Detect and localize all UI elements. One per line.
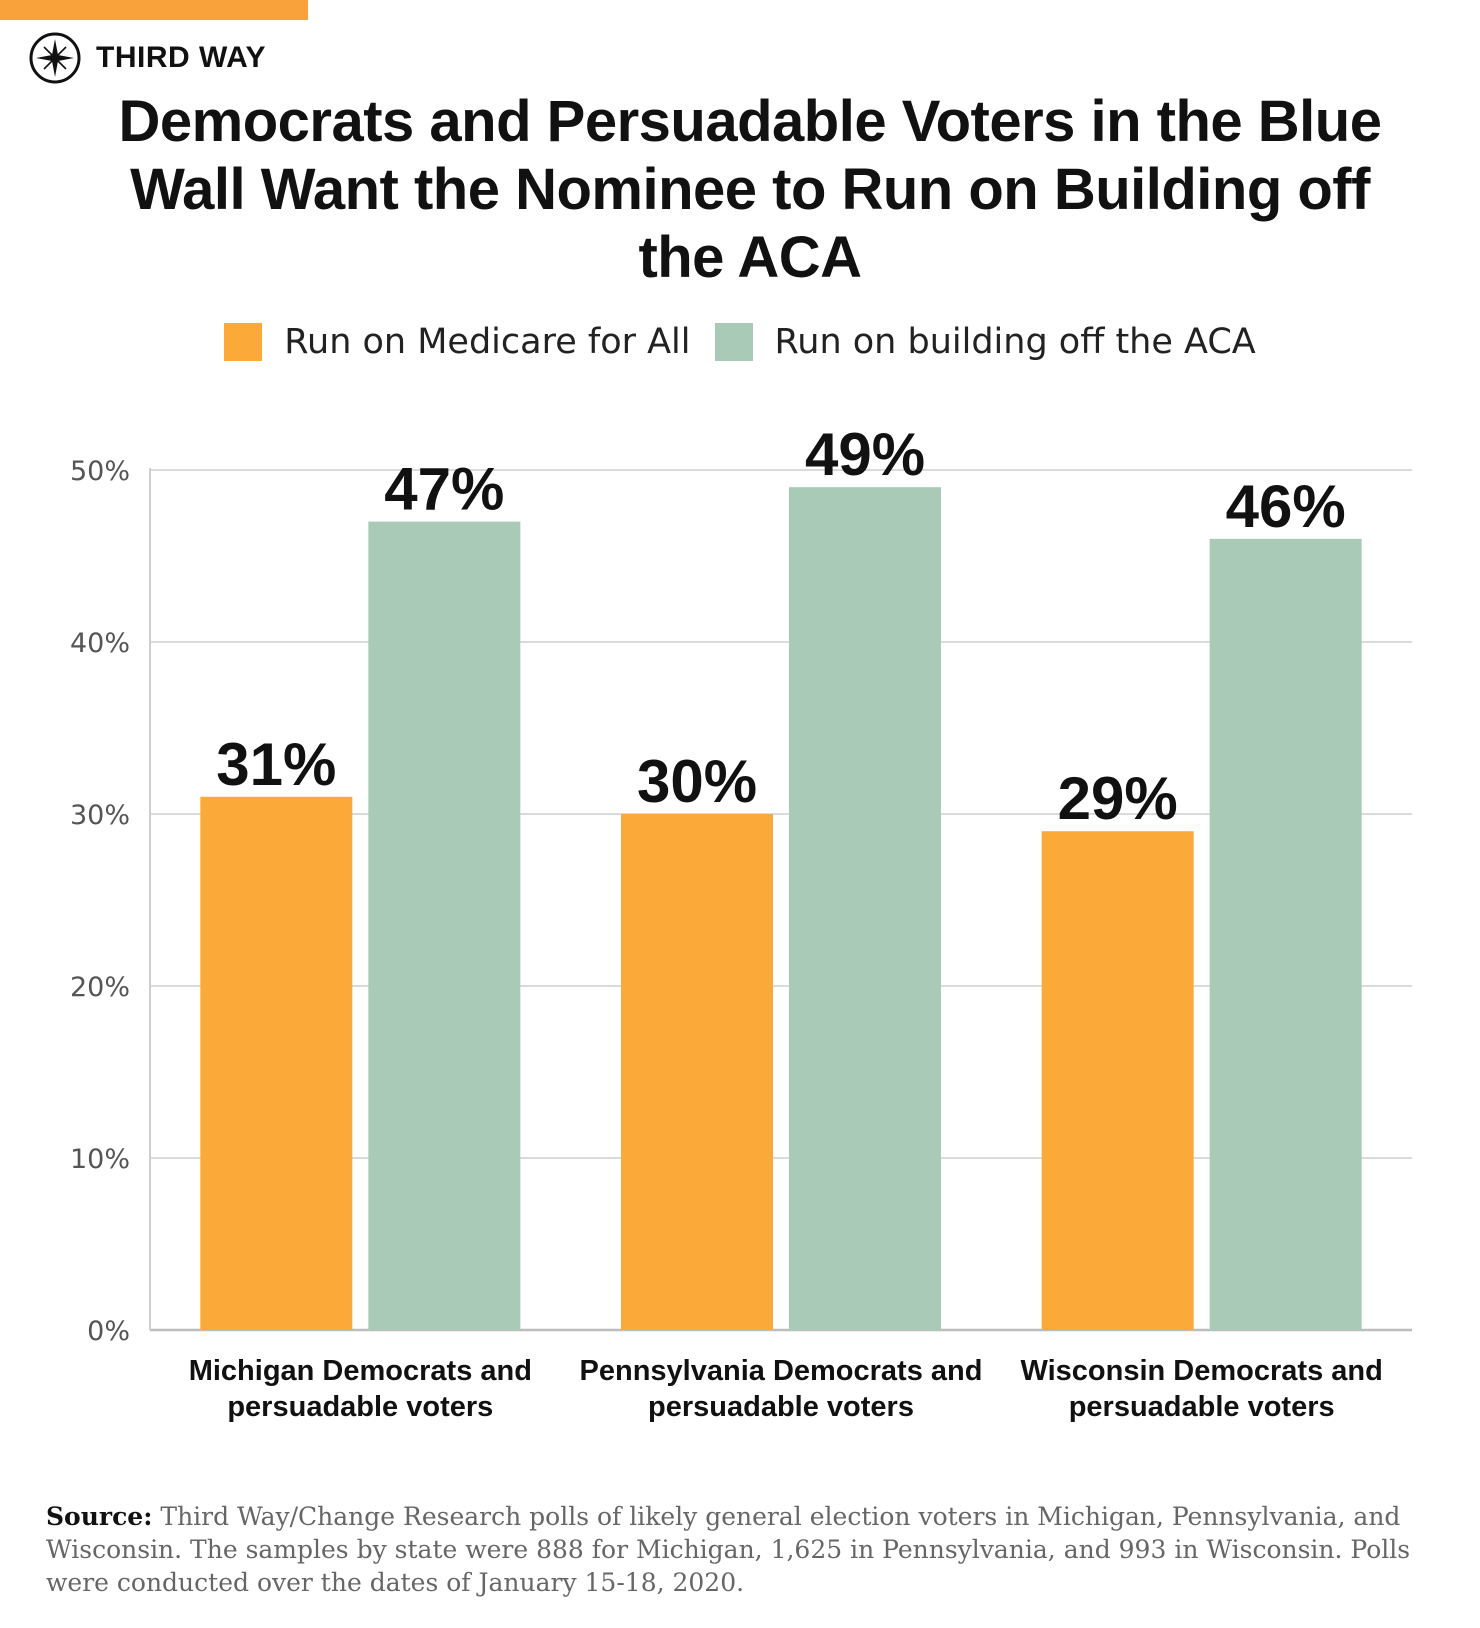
bar-chart: 0% 10% 20% 30% 40% 50% 31% 47% Michigan Democrat… bbox=[70, 421, 1412, 1423]
y-tick-label-20: 20% bbox=[70, 972, 130, 1003]
legend-swatch-medicare bbox=[224, 323, 263, 361]
data-label-medicare-2: 29% bbox=[1058, 765, 1178, 832]
category-label-1-line-1: persuadable voters bbox=[648, 1391, 914, 1423]
bar-aca-2 bbox=[1209, 538, 1362, 1330]
category-label-1-line-0: Pennsylvania Democrats and bbox=[580, 1355, 983, 1387]
y-tick-label-10: 10% bbox=[70, 1144, 130, 1175]
data-label-medicare-1: 30% bbox=[637, 748, 757, 815]
bar-medicare-2 bbox=[1041, 831, 1194, 1330]
bar-aca-0 bbox=[368, 521, 521, 1330]
category-label-2-line-1: persuadable voters bbox=[1069, 1391, 1335, 1423]
y-tick-label-0: 0% bbox=[87, 1316, 130, 1347]
bar-aca-1 bbox=[789, 487, 941, 1330]
chart-title: Democrats and Persuadable Voters in the … bbox=[118, 89, 1382, 290]
y-tick-label-50: 50% bbox=[70, 456, 130, 487]
top-accent-bar bbox=[0, 0, 308, 20]
y-tick-label-40: 40% bbox=[70, 628, 130, 659]
y-tick-label-30: 30% bbox=[70, 800, 130, 831]
compass-star-icon bbox=[29, 32, 81, 84]
category-label-2-line-0: Wisconsin Democrats and bbox=[1020, 1355, 1382, 1387]
data-label-aca-0: 47% bbox=[384, 456, 504, 523]
data-label-aca-2: 46% bbox=[1226, 473, 1346, 540]
source-note: Source: Third Way/Change Research polls … bbox=[46, 1500, 1466, 1599]
legend-swatch-aca bbox=[714, 323, 753, 361]
legend-item-medicare: Run on Medicare for All bbox=[224, 322, 691, 362]
legend-label-medicare: Run on Medicare for All bbox=[284, 322, 691, 362]
bar-medicare-1 bbox=[621, 814, 773, 1330]
legend-item-aca: Run on building off the ACA bbox=[714, 322, 1256, 362]
legend-label-aca: Run on building off the ACA bbox=[774, 322, 1256, 362]
data-label-aca-1: 49% bbox=[805, 421, 925, 488]
brand: THIRD WAY bbox=[28, 28, 266, 88]
source-text: Third Way/Change Research polls of likel… bbox=[46, 1502, 1411, 1597]
category-label-0-line-0: Michigan Democrats and bbox=[189, 1355, 532, 1387]
bar-medicare-0 bbox=[200, 796, 353, 1330]
brand-name: THIRD WAY bbox=[96, 41, 267, 74]
data-label-medicare-0: 31% bbox=[216, 731, 336, 798]
category-label-0-line-1: persuadable voters bbox=[227, 1391, 493, 1423]
source-label: Source: bbox=[46, 1502, 153, 1531]
legend: Run on Medicare for All Run on building … bbox=[0, 322, 1480, 362]
